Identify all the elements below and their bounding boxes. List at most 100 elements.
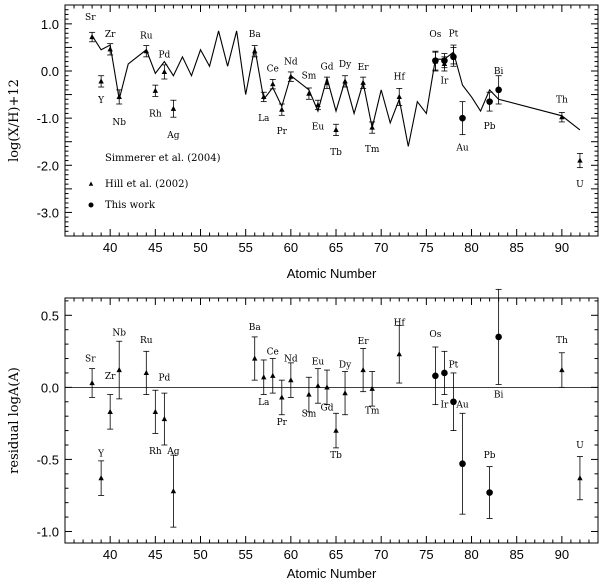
top-ytick-label: 1.0 [41, 17, 59, 32]
bottom-plot-frame [64, 297, 599, 544]
bottom-xtick-label: 80 [464, 547, 478, 562]
top-xtick-label: 85 [509, 240, 523, 255]
bottom-element-label-Sr: Sr [85, 355, 96, 365]
bottom-xtick-label: 85 [509, 547, 523, 562]
top-triangle-Hf [396, 93, 402, 100]
bottom-triangle-Tm [369, 385, 375, 391]
bottom-element-label-Au: Au [455, 401, 468, 411]
top-element-label-Rh: Rh [149, 109, 162, 119]
top-ytick-label: -1.0 [37, 111, 59, 126]
bottom-element-label-Nd: Nd [284, 355, 298, 365]
top-xtick-label: 60 [284, 240, 298, 255]
top-ytick-label: 0.0 [41, 64, 59, 79]
bottom-triangle-Pr [279, 394, 285, 400]
top-element-label-Tm: Tm [365, 145, 380, 155]
bottom-yaxis-label: residual logA(A) [7, 367, 22, 474]
bottom-triangle-Zr [107, 408, 113, 414]
bottom-triangle-Rh [152, 408, 159, 414]
top-triangle-U [577, 157, 583, 163]
bottom-element-label-Bi: Bi [494, 391, 504, 401]
bottom-element-label-Ru: Ru [140, 336, 153, 346]
bottom-element-label-Pb: Pb [484, 451, 496, 461]
bottom-element-label-La: La [258, 398, 270, 408]
top-triangle-Sr [89, 34, 95, 40]
bottom-element-label-Tb: Tb [330, 451, 342, 461]
top-triangle-Eu [315, 101, 321, 108]
bottom-xtick-label: 50 [193, 547, 207, 562]
top-circle-Os [432, 57, 439, 64]
top-xtick-label: 75 [419, 240, 433, 255]
bottom-element-label-Ir: Ir [440, 401, 449, 411]
top-element-label-La: La [258, 114, 270, 124]
bottom-element-label-U: U [576, 441, 584, 451]
top-element-label-Gd: Gd [321, 62, 334, 72]
bottom-element-label-Os: Os [429, 330, 441, 340]
bottom-ytick-label: 0.0 [41, 380, 59, 395]
bottom-triangle-Ba [252, 355, 258, 361]
top-element-label-Sm: Sm [302, 72, 317, 82]
top-circle-Pb [486, 98, 493, 105]
top-xtick-label: 55 [238, 240, 252, 255]
top-element-label-Ru: Ru [140, 32, 153, 42]
top-element-label-Nd: Nd [284, 58, 298, 68]
bottom-circle-Os [432, 372, 439, 380]
top-element-label-Er: Er [358, 63, 370, 73]
bottom-element-label-Sm: Sm [302, 409, 317, 419]
top-element-label-Au: Au [455, 143, 468, 153]
top-xtick-label: 80 [464, 240, 478, 255]
top-triangle-Zr [107, 46, 113, 52]
bottom-element-label-Pt: Pt [449, 360, 459, 370]
bottom-element-label-Rh: Rh [149, 447, 162, 457]
bottom-triangle-Ag [170, 488, 177, 494]
top-element-label-Pt: Pt [449, 29, 459, 39]
top-triangle-Tb [333, 126, 339, 133]
legend-circle-marker [88, 202, 94, 208]
bottom-triangle-U [577, 475, 583, 481]
bottom-xaxis-label: Atomic Number [287, 566, 377, 581]
top-element-label-Y: Y [97, 96, 105, 106]
top-triangle-Rh [152, 87, 159, 93]
legend-triangle-marker [88, 181, 94, 186]
bottom-triangle-Eu [315, 382, 321, 389]
bottom-triangle-Y [98, 475, 104, 481]
bottom-circle-Ir [441, 369, 448, 377]
top-triangle-Sm [306, 90, 312, 96]
top-element-label-Pr: Pr [277, 127, 288, 137]
top-circle-Ir [441, 57, 448, 64]
top-circle-Au [459, 114, 466, 122]
bottom-circle-Bi [495, 333, 502, 341]
top-triangle-Pr [279, 106, 285, 112]
top-triangle-La [261, 93, 267, 100]
top-triangle-Nb [116, 93, 122, 100]
top-triangle-Gd [324, 79, 330, 85]
top-element-label-Th: Th [556, 95, 568, 105]
top-element-label-Zr: Zr [105, 30, 116, 40]
top-triangle-Nd [288, 73, 294, 79]
top-circle-Bi [495, 86, 502, 94]
bottom-triangle-Dy [342, 390, 348, 396]
bottom-triangle-Hf [396, 351, 402, 357]
bottom-element-label-Zr: Zr [105, 372, 116, 382]
bottom-element-label-Ag: Ag [166, 447, 179, 457]
bottom-ytick-label: -0.5 [37, 452, 59, 467]
top-element-label-Eu: Eu [312, 123, 325, 133]
bottom-circle-Au [459, 460, 466, 468]
top-simmerer-line [91, 30, 581, 147]
bottom-triangle-Nb [116, 367, 122, 373]
top-element-label-U: U [576, 180, 584, 190]
bottom-triangle-Er [360, 367, 366, 373]
top-xtick-label: 65 [329, 240, 343, 255]
bottom-xtick-label: 40 [103, 547, 117, 562]
bottom-xtick-label: 65 [329, 547, 343, 562]
bottom-triangle-Tb [333, 427, 339, 433]
top-triangle-Th [559, 114, 565, 120]
top-element-label-Hf: Hf [394, 73, 406, 83]
bottom-ytick-label: 0.5 [41, 308, 59, 323]
bottom-triangle-Nd [288, 377, 294, 383]
top-triangle-Y [98, 78, 104, 84]
bottom-triangle-Pd [161, 416, 168, 422]
bottom-element-label-Pr: Pr [277, 418, 288, 428]
top-element-label-Ba: Ba [249, 30, 262, 40]
legend-entry: This work [105, 200, 156, 211]
